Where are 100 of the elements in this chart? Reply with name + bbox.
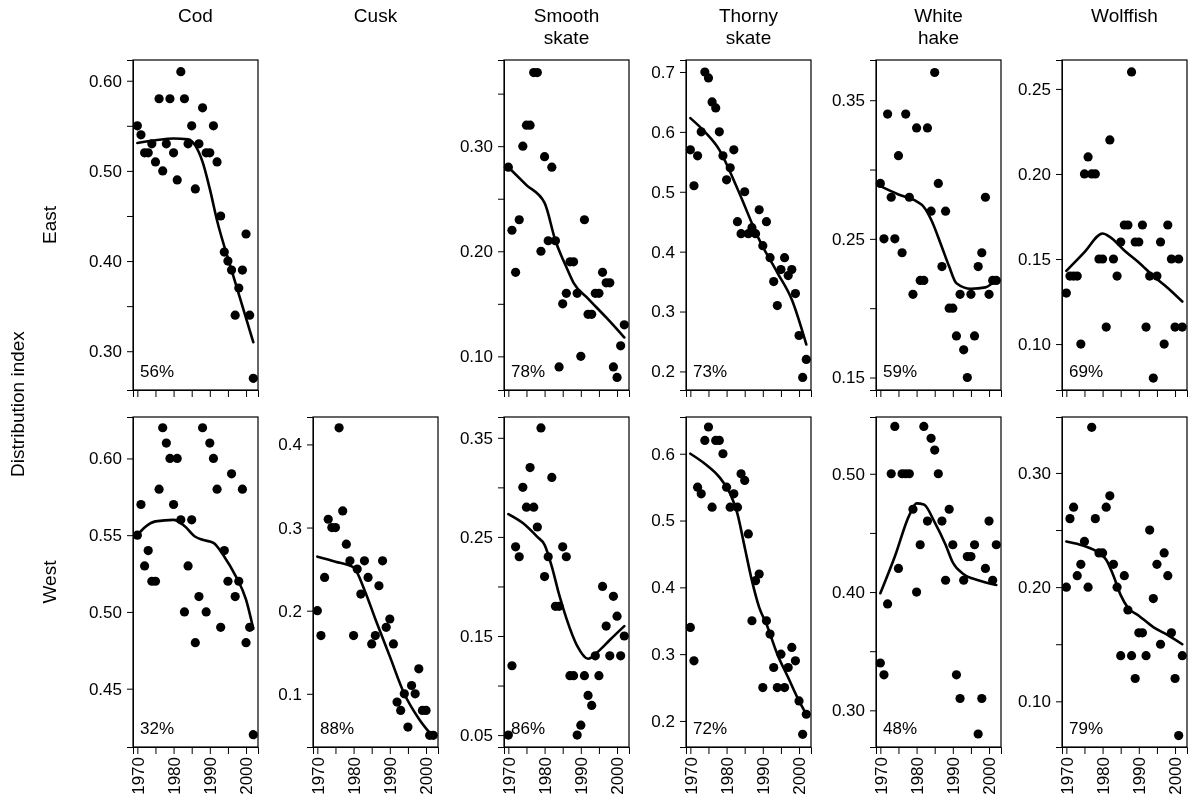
point — [223, 576, 233, 586]
point — [179, 607, 190, 617]
annotation: 32% — [140, 719, 175, 738]
point — [161, 139, 171, 149]
point — [886, 192, 896, 202]
point — [714, 127, 724, 137]
point — [172, 453, 182, 464]
point — [201, 607, 211, 617]
y-tick-label: 0.30 — [1017, 463, 1051, 483]
point — [319, 572, 330, 583]
chart-title: Cod — [178, 5, 213, 26]
point — [1159, 548, 1169, 558]
y-tick-label: 0.25 — [1017, 79, 1051, 99]
point — [1087, 422, 1097, 432]
point — [740, 187, 750, 197]
x-tick-label: 1990 — [754, 757, 774, 795]
y-tick-label: 0.25 — [831, 229, 865, 249]
x-tick-label: 1980 — [536, 757, 556, 795]
y-tick-label: 0.30 — [459, 137, 493, 157]
x-tick-label: 1990 — [572, 757, 592, 795]
point — [1126, 651, 1137, 661]
point — [561, 288, 571, 298]
point — [1068, 502, 1079, 512]
point — [740, 475, 750, 486]
point — [370, 631, 380, 641]
point — [689, 181, 699, 191]
point — [1141, 651, 1151, 661]
point — [933, 469, 943, 479]
point — [711, 103, 721, 113]
y-tick-label: 0.5 — [651, 511, 675, 531]
point — [969, 331, 980, 341]
point — [312, 606, 322, 616]
point — [377, 556, 388, 566]
x-tick-label: 2000 — [417, 757, 437, 795]
point — [779, 682, 790, 693]
point — [1072, 571, 1082, 581]
y-tick-label: 0.55 — [88, 526, 122, 546]
y-tick-label: 0.5 — [651, 182, 675, 202]
point — [893, 563, 904, 573]
point — [875, 658, 885, 668]
point — [761, 217, 772, 227]
point — [922, 123, 933, 133]
point — [911, 123, 922, 133]
point — [984, 516, 994, 526]
y-tick-label: 0.20 — [1017, 164, 1051, 184]
point — [403, 722, 413, 732]
line-series — [879, 502, 998, 595]
point — [212, 157, 222, 167]
point — [962, 372, 972, 383]
point — [410, 689, 420, 699]
point — [345, 556, 355, 566]
point — [194, 591, 204, 602]
y-tick-label: 0.1 — [278, 684, 302, 704]
chart-title: Smooth skate — [533, 5, 600, 48]
y-tick-label: 0.50 — [831, 464, 865, 484]
point — [707, 502, 717, 512]
point — [787, 642, 797, 653]
point — [381, 622, 391, 632]
point — [616, 651, 626, 661]
point — [703, 422, 714, 432]
point — [787, 265, 797, 275]
x-tick-label: 1980 — [718, 757, 738, 795]
point — [1090, 514, 1100, 524]
point — [718, 449, 728, 459]
point — [1155, 237, 1166, 247]
annotation: 78% — [511, 362, 546, 381]
point — [689, 656, 699, 666]
point — [1177, 322, 1187, 332]
point — [754, 205, 764, 215]
point — [619, 631, 629, 641]
point — [536, 246, 546, 256]
point — [940, 575, 951, 585]
point — [197, 423, 208, 433]
x-tick-label: 1980 — [1094, 757, 1114, 795]
point — [1076, 559, 1086, 569]
point — [901, 109, 911, 119]
point — [790, 288, 801, 299]
point — [406, 680, 417, 691]
annotation: 86% — [511, 719, 546, 738]
y-tick-label: 0.20 — [459, 242, 493, 262]
point — [754, 569, 764, 579]
point — [1141, 322, 1151, 332]
point — [341, 539, 351, 549]
point — [514, 552, 524, 562]
point — [1177, 651, 1187, 661]
y-tick-label: 0.35 — [459, 428, 493, 448]
point — [1101, 322, 1111, 332]
point — [933, 178, 943, 188]
point — [605, 651, 615, 661]
point — [801, 354, 811, 365]
point — [951, 331, 962, 341]
point — [772, 300, 782, 311]
point — [363, 572, 373, 583]
point — [154, 94, 164, 104]
annotation: 88% — [320, 719, 355, 738]
point — [1163, 571, 1173, 581]
point — [890, 234, 900, 244]
point — [700, 435, 710, 445]
point — [922, 516, 933, 526]
point — [882, 599, 893, 609]
